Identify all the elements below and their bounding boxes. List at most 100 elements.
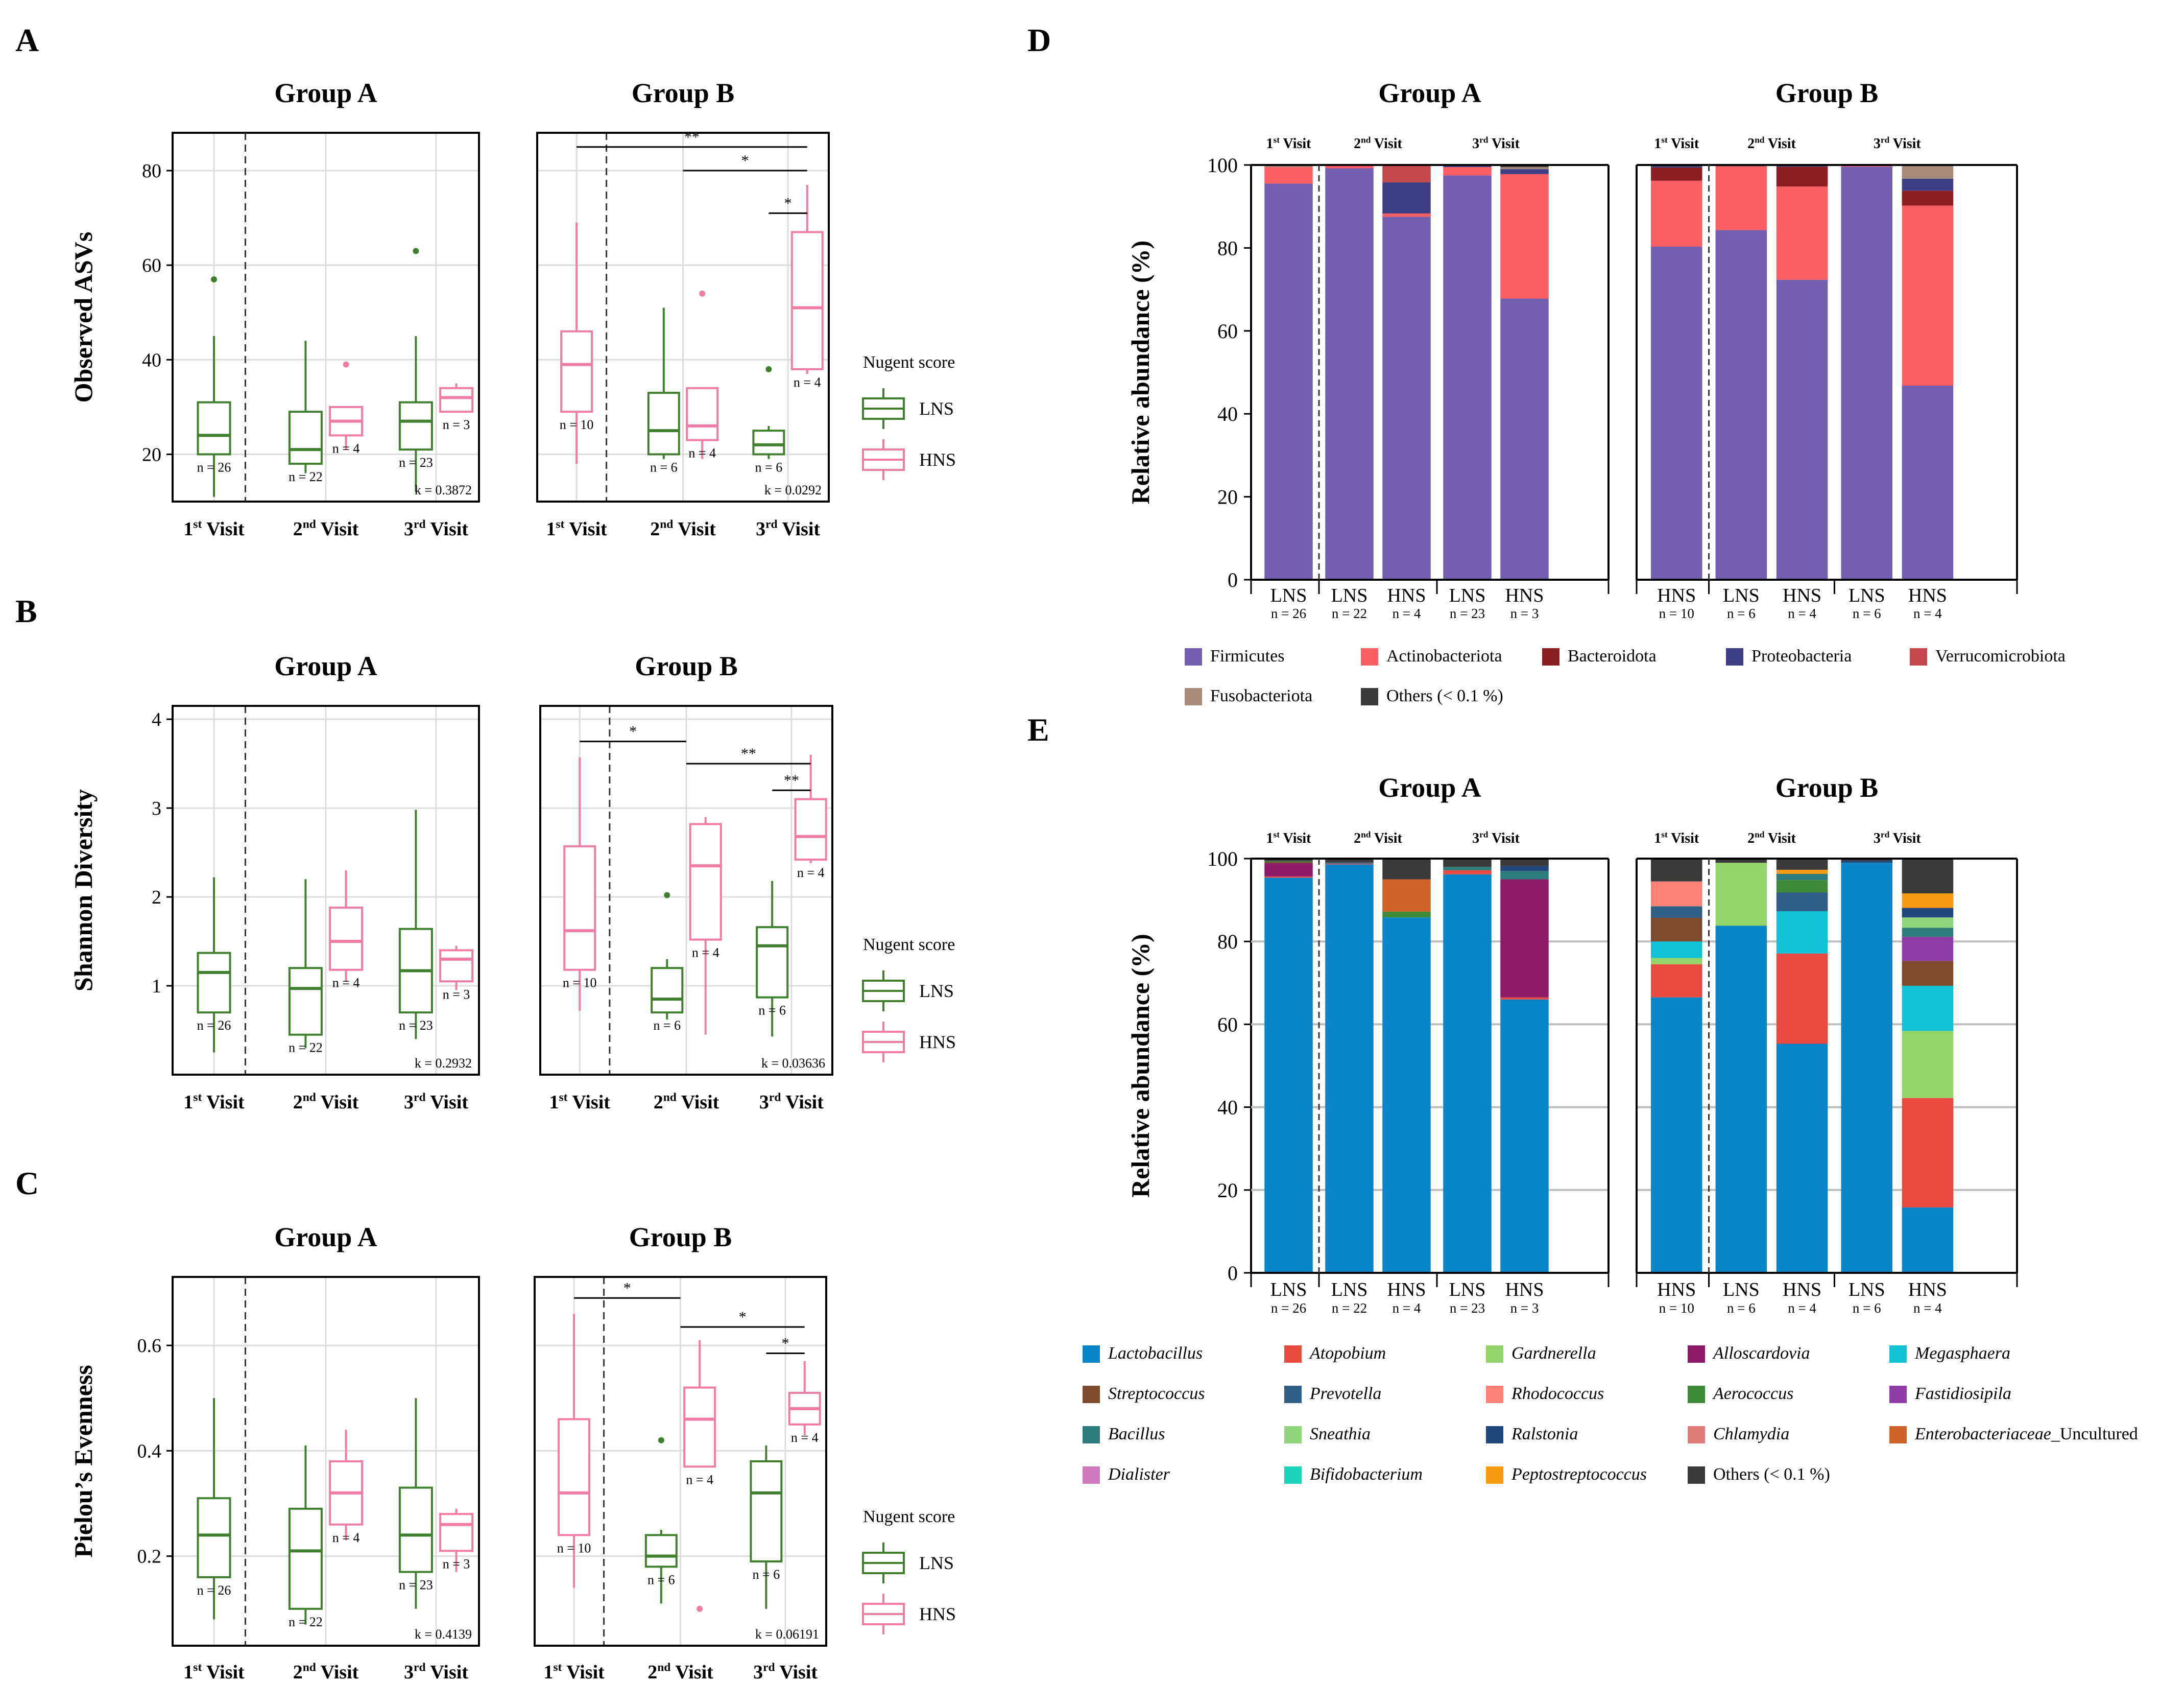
segment-enterobacteriaceae	[1382, 879, 1431, 912]
bar-sample-size: n = 23	[1450, 1300, 1485, 1316]
x-tick-visit-1: 1st Visit	[549, 1091, 611, 1113]
visit-word: Visit	[673, 518, 716, 540]
segment-atopobium	[1443, 870, 1492, 874]
significance-stars: *	[782, 1335, 789, 1352]
visit-superscript: st	[193, 518, 202, 531]
legend-label: Lactobacillus	[1108, 1344, 1203, 1363]
legend-label: Prevotella	[1309, 1384, 1381, 1403]
bar-group-label: LNS	[1449, 585, 1486, 606]
bar-sample-size: n = 6	[1853, 606, 1881, 621]
segment-proteobacteria	[1443, 165, 1492, 168]
panel-letter-b: B	[15, 593, 37, 629]
visit-heading-2: 2nd Visit	[1354, 135, 1402, 152]
legend-swatch	[1889, 1426, 1907, 1443]
legend-label-lns: LNS	[919, 981, 954, 1001]
segment-actinobacteriota	[1715, 166, 1767, 230]
segment-others-0-1-	[1264, 859, 1313, 861]
segment-proteobacteria	[1500, 169, 1549, 174]
sample-size-label: n = 6	[647, 1572, 675, 1587]
segment-firmicutes	[1325, 168, 1374, 580]
segment-fastidiosipila	[1902, 937, 1954, 961]
box-lns-visit-3: n = 23	[398, 248, 433, 492]
y-tick-label: 60	[1217, 320, 1238, 343]
bar-group-label: HNS	[1908, 585, 1947, 606]
boxplot-panel-2: n = 10n = 6n = 4n = 6n = 4****Group Bk =…	[536, 78, 830, 540]
segment-actinobacteriota	[1264, 167, 1313, 184]
panel-letter-a: A	[15, 22, 39, 58]
y-tick-label: 0.6	[137, 1335, 162, 1357]
legend-swatch	[1726, 648, 1743, 666]
panel-frame	[534, 1276, 827, 1647]
segment-aerococcus	[1776, 880, 1828, 893]
segment-bacillus	[1776, 874, 1828, 881]
outlier-point	[765, 366, 772, 372]
box-hns-visit-1: n = 10	[557, 1314, 591, 1588]
visit-superscript: st	[193, 1091, 202, 1104]
visit-word: Visit	[568, 1092, 611, 1113]
box-iqr	[558, 1418, 591, 1536]
legend-label-hns: HNS	[919, 1032, 956, 1052]
panel-frame	[539, 705, 833, 1076]
segment-actinobacteriota	[1650, 180, 1702, 247]
box-lns-visit-3: n = 6	[756, 881, 789, 1037]
visit-word: Visit	[1371, 136, 1402, 152]
box-hns-visit-2: n = 4	[686, 290, 719, 461]
box-iqr	[197, 401, 231, 456]
segment-lactobacillus	[1902, 1207, 1954, 1273]
legend-label: Alloscardovia	[1712, 1344, 1810, 1363]
bar-group-label: HNS	[1657, 585, 1696, 606]
x-tick-visit-3: 3rd Visit	[404, 1661, 468, 1683]
box-iqr	[647, 392, 680, 456]
bar-sample-size: n = 22	[1332, 606, 1367, 621]
visit-word: Visit	[1280, 831, 1311, 846]
segment-bacillus	[1500, 871, 1549, 880]
segment-firmicutes	[1443, 175, 1492, 580]
visit-superscript: st	[1273, 829, 1280, 839]
sample-size-label: n = 4	[797, 865, 825, 880]
kruskal-wallis-p: k = 0.2932	[415, 1056, 472, 1071]
visit-word: Visit	[1889, 136, 1921, 152]
segment-others-0-1-	[1841, 859, 1893, 861]
sample-size-label: n = 3	[443, 417, 470, 432]
box-lns-visit-2: n = 6	[647, 307, 680, 475]
x-tick-visit-3: 3rd Visit	[759, 1091, 824, 1113]
segment-lactobacillus	[1500, 999, 1549, 1273]
legend-label-hns: HNS	[919, 1604, 956, 1624]
visit-number: 2	[293, 518, 303, 540]
panel-letter-c: C	[15, 1165, 39, 1201]
bar-sample-size: n = 3	[1510, 1300, 1539, 1316]
y-tick-label: 60	[142, 255, 161, 276]
visit-number: 2	[293, 1662, 303, 1683]
bar-group-label: HNS	[1783, 1279, 1821, 1300]
segment-actinobacteriota	[1902, 205, 1954, 386]
kruskal-wallis-p: k = 0.0292	[764, 483, 822, 497]
x-tick-visit-1: 1st Visit	[183, 518, 245, 540]
panel-c-pielou-evenness: Pielou’s Evenness n = 26 n = 22 n = 4 n = 23…	[69, 1222, 956, 1683]
bar-group-label: LNS	[1723, 585, 1760, 606]
y-tick-label: 2	[152, 887, 161, 908]
bar-group-label: HNS	[1387, 1279, 1426, 1300]
segment-bacillus	[1443, 867, 1492, 870]
sample-size-label: n = 6	[653, 1018, 681, 1033]
sample-size-label: n = 10	[560, 417, 594, 432]
box-iqr	[439, 387, 474, 413]
segment-lactobacillus	[1776, 1044, 1828, 1273]
y-tick-label: 80	[1217, 930, 1238, 953]
visit-superscript: nd	[303, 1661, 316, 1674]
bar-sample-size: n = 4	[1393, 606, 1421, 621]
segment-actinobacteriota	[1776, 186, 1828, 280]
box-lns-visit-2: n = 22	[288, 1445, 323, 1629]
visit-superscript: rd	[1881, 829, 1890, 839]
panel-frame	[172, 132, 480, 503]
visit-number: 1	[1654, 136, 1661, 152]
sample-size-label: n = 26	[197, 460, 231, 475]
box-lns-visit-3: n = 23	[398, 810, 433, 1039]
panel-title: Group A	[274, 1222, 377, 1252]
